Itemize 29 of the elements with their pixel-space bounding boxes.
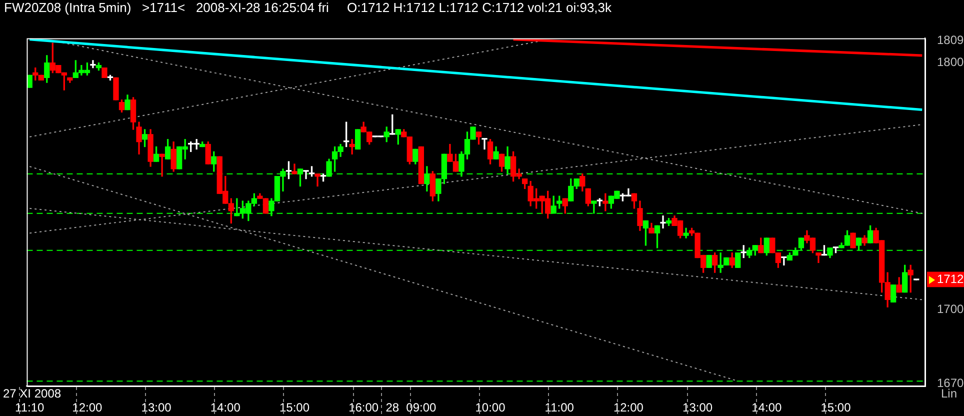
x-tick-label: 11:00	[544, 400, 574, 415]
x-tick-label: 13:00	[682, 400, 713, 415]
x-tick-label: 16:00	[348, 400, 379, 415]
y-tick-label: 1700	[937, 302, 964, 316]
candlestick	[781, 256, 787, 266]
candlestick	[349, 139, 355, 154]
x-tick-label: 15:00	[279, 400, 310, 415]
x-tick-label: 15:00	[820, 400, 852, 415]
x-tick-label: 09:00	[406, 400, 437, 415]
candlestick	[159, 154, 165, 177]
candlestick	[314, 174, 320, 187]
candlestick	[660, 215, 666, 228]
y-tick-label: 1712	[937, 272, 964, 286]
x-tick-label: 13:00	[141, 400, 172, 415]
candlestick	[602, 193, 608, 212]
x-tick-label: 14:00	[210, 400, 241, 415]
annotation: 27 XI 2008	[3, 386, 62, 400]
candlestick	[303, 170, 309, 180]
y-tick-label: 1800	[937, 55, 964, 70]
x-tick-label: 12:00	[613, 400, 644, 415]
x-tick-label: 11:10	[15, 400, 45, 415]
candlestick	[482, 138, 488, 150]
y-tick-label: 1809	[937, 32, 964, 47]
x-tick-label: 14:00	[752, 400, 782, 415]
candlestick	[90, 60, 96, 68]
x-tick-label: 10:00	[475, 400, 506, 415]
x-tick-label: 12:00	[72, 400, 103, 415]
x-tick-label: 28	[386, 400, 400, 415]
chart-title: FW20Z08 (Intra 5min) >1711< 2008-XI-28 16:25:04 fri O:1712 H:1712 L:1712 C:1712 vol:21 oi:93,3k	[3, 0, 613, 17]
